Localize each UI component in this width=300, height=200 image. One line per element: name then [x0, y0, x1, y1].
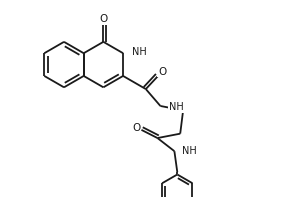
Text: O: O: [99, 14, 107, 24]
Text: O: O: [132, 123, 140, 133]
Text: NH: NH: [132, 47, 147, 57]
Text: NH: NH: [169, 102, 183, 112]
Text: O: O: [158, 67, 166, 77]
Text: NH: NH: [182, 146, 196, 156]
